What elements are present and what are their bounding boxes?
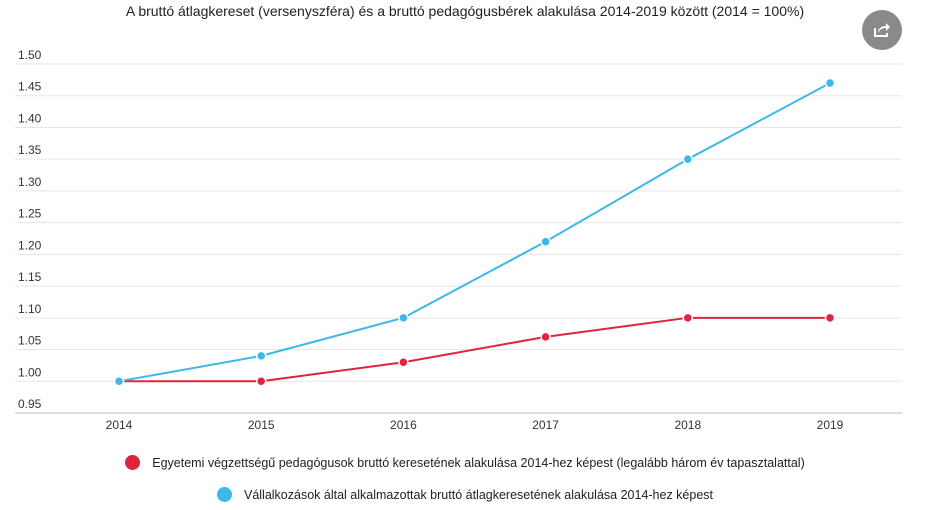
- y-tick-label: 0.95: [18, 397, 42, 411]
- data-point[interactable]: [540, 331, 551, 343]
- y-tick-label: 1.50: [18, 48, 42, 62]
- data-point[interactable]: [824, 312, 836, 324]
- line-chart: 1.50 1.45 1.40 1.35 1.30 1.25 1.20 1.15 1.10 1.05…: [15, 48, 902, 432]
- x-tick-label: 2015: [248, 418, 275, 432]
- series-line-1: [118, 82, 831, 383]
- chart-title: A bruttó átlagkereset (versenyszféra) és…: [125, 3, 805, 19]
- y-tick-label: 1.05: [18, 334, 42, 348]
- data-point[interactable]: [255, 376, 267, 387]
- x-tick-label: 2017: [532, 418, 559, 432]
- x-tick-label: 2018: [674, 418, 701, 432]
- y-tick-label: 1.30: [18, 175, 42, 189]
- series-lines: [118, 82, 831, 383]
- data-point[interactable]: [255, 350, 267, 362]
- y-tick-label: 1.10: [18, 302, 42, 316]
- legend-item-vallalkozasok[interactable]: Vállalkozások által alkalmazottak bruttó…: [0, 487, 930, 502]
- y-axis: 1.50 1.45 1.40 1.35 1.30 1.25 1.20 1.15 1.10 1.05…: [18, 48, 42, 411]
- legend-label: Vállalkozások által alkalmazottak bruttó…: [243, 487, 714, 502]
- y-tick-label: 1.00: [18, 365, 42, 379]
- y-tick-label: 1.20: [18, 238, 42, 252]
- legend-marker-blue: [216, 487, 232, 502]
- y-tick-label: 1.35: [18, 143, 42, 157]
- x-tick-label: 2014: [106, 418, 133, 432]
- data-point[interactable]: [824, 77, 836, 89]
- data-point[interactable]: [540, 236, 551, 247]
- data-point[interactable]: [398, 356, 409, 368]
- x-axis: 2014 2015 2016 2017 2018 2019: [106, 418, 844, 432]
- y-tick-label: 1.25: [18, 207, 42, 221]
- data-point[interactable]: [682, 153, 694, 165]
- y-tick-label: 1.40: [18, 111, 42, 125]
- share-button[interactable]: [862, 10, 902, 50]
- share-icon: [874, 23, 890, 37]
- legend-label: Egyetemi végzettségű pedagógusok bruttó …: [152, 455, 805, 470]
- series-points: [113, 77, 836, 387]
- data-point[interactable]: [113, 376, 125, 387]
- legend-item-pedagogus[interactable]: Egyetemi végzettségű pedagógusok bruttó …: [0, 455, 930, 470]
- data-point[interactable]: [398, 312, 409, 324]
- series-line-0: [119, 316, 830, 383]
- y-tick-label: 1.45: [18, 80, 42, 94]
- data-point[interactable]: [682, 312, 694, 324]
- y-tick-label: 1.15: [18, 270, 42, 284]
- legend-marker-red: [125, 455, 141, 470]
- x-tick-label: 2019: [817, 418, 844, 432]
- x-tick-label: 2016: [390, 418, 417, 432]
